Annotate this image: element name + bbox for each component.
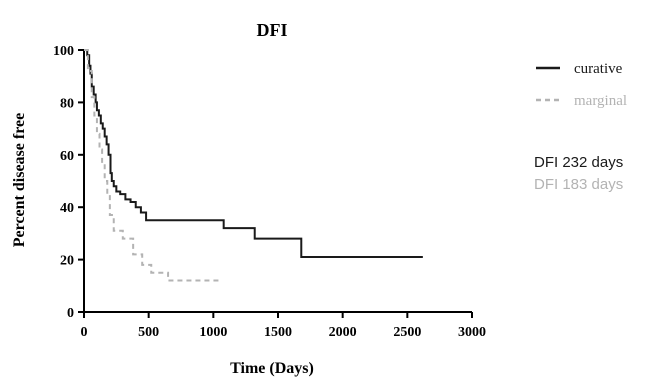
x-axis-title: Time (Days)	[230, 360, 314, 377]
chart-title: DFI	[257, 20, 288, 40]
y-tick-label: 40	[60, 201, 74, 216]
y-axis-title: Percent disease free	[11, 113, 28, 247]
legend: curative marginal	[536, 61, 627, 109]
x-tick-label: 1000	[199, 325, 227, 340]
x-tick-label: 2500	[393, 325, 421, 340]
series-curative-line	[84, 49, 423, 258]
annotation-dfi-0: DFI 232 days	[534, 154, 623, 171]
x-tick-label: 500	[138, 325, 159, 340]
y-tick-label: 60	[60, 149, 74, 164]
y-tick-label: 80	[60, 96, 74, 111]
y-tick-label: 100	[53, 44, 74, 59]
series-layer	[84, 49, 423, 282]
y-tick-label: 0	[67, 306, 74, 321]
x-tick-label: 0	[81, 325, 88, 340]
annotations: DFI 232 days DFI 183 days	[534, 154, 623, 193]
x-tick-label: 3000	[458, 325, 486, 340]
legend-label-curative: curative	[574, 61, 623, 77]
annotation-dfi-1: DFI 183 days	[534, 176, 623, 193]
x-tick-label: 1500	[264, 325, 292, 340]
legend-label-marginal: marginal	[574, 93, 627, 109]
y-tick-label: 20	[60, 254, 74, 269]
series-marginal-line	[84, 49, 222, 282]
x-tick-label: 2000	[329, 325, 357, 340]
